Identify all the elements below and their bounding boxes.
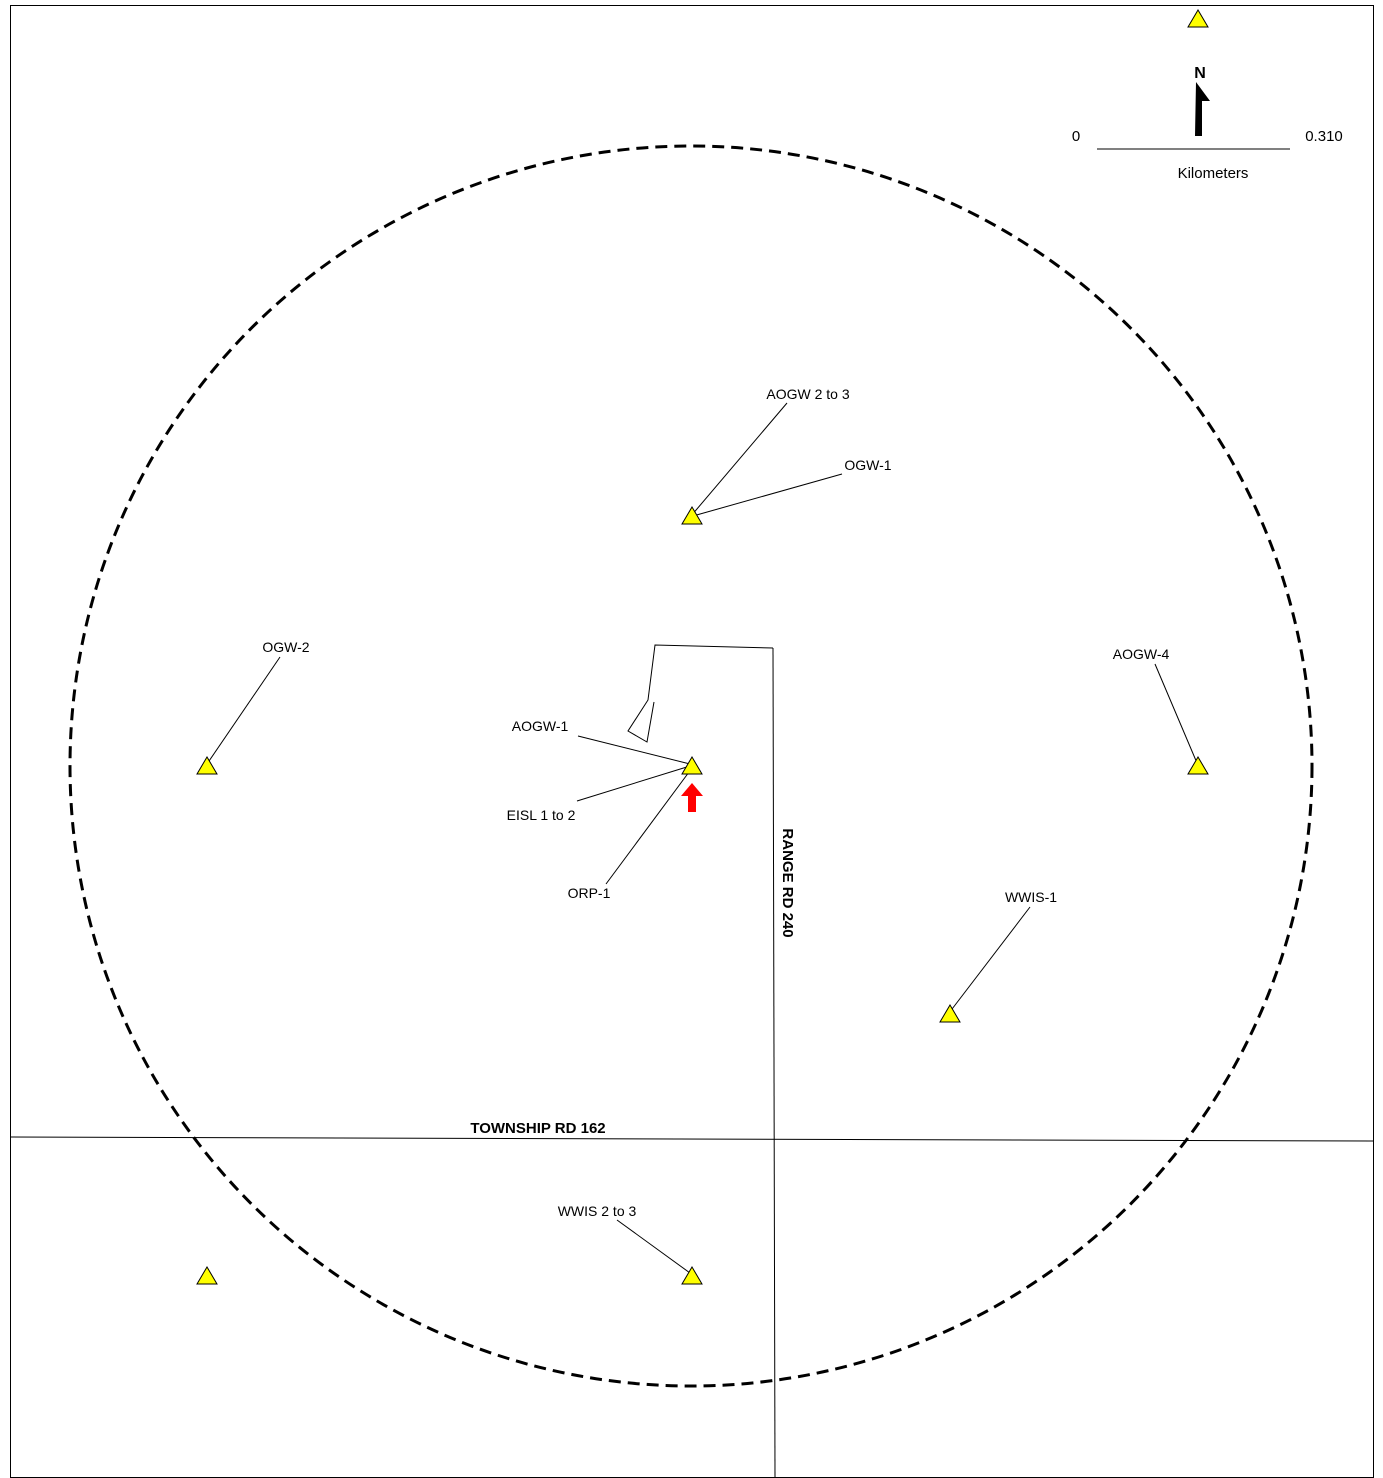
well-triangle-icon[interactable] [681,756,703,775]
well-triangle-icon[interactable] [1187,9,1209,28]
label-aogw-2-3: AOGW 2 to 3 [766,386,849,402]
map-frame [10,5,1374,1478]
label-orp-1: ORP-1 [568,885,611,901]
leader-orp-1 [605,767,693,885]
leader-ogw-2 [206,656,281,765]
leader-aogw-2-3 [690,402,788,517]
label-aogw-4: AOGW-4 [1113,646,1170,662]
range-road-label: RANGE RD 240 [779,828,796,937]
township-road-label: TOWNSHIP RD 162 [470,1120,605,1137]
leader-aogw-4 [1154,663,1198,764]
label-ogw-2: OGW-2 [262,639,309,655]
well-triangle-icon[interactable] [681,506,703,525]
leader-wwis-2-3 [616,1219,691,1274]
range-road-line [772,647,776,1478]
north-label: N [1194,65,1206,82]
well-triangle-icon[interactable] [1187,756,1209,775]
well-triangle-icon[interactable] [939,1004,961,1023]
label-wwis-1: WWIS-1 [1005,889,1057,905]
well-triangle-icon[interactable] [681,1266,703,1285]
leader-aogw-1 [577,735,691,765]
label-aogw-1: AOGW-1 [512,718,569,734]
well-triangle-icon[interactable] [196,756,218,775]
label-wwis-2-3: WWIS 2 to 3 [558,1203,637,1219]
leader-wwis-1 [948,906,1031,1014]
search-radius-circle [68,144,1314,1388]
north-arrow-icon [1195,82,1210,136]
lease-outline [627,644,774,743]
site-arrow-icon [681,783,703,812]
scale-unit-label: Kilometers [1178,165,1249,182]
scale-end-label: 0.310 [1305,128,1343,145]
leader-ogw-1 [692,473,843,517]
leader-eisl-1-2 [576,765,691,802]
scale-start-label: 0 [1072,128,1080,145]
township-road-line [9,1136,1374,1142]
label-ogw-1: OGW-1 [844,457,891,473]
label-eisl-1-2: EISL 1 to 2 [507,807,576,823]
well-triangle-icon[interactable] [196,1266,218,1285]
